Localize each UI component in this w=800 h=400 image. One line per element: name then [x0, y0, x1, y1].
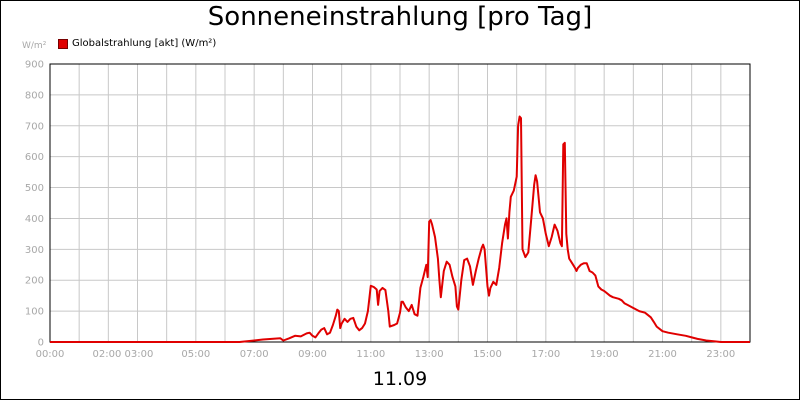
y-tick-label: 700	[25, 121, 44, 132]
x-tick-label: 05:00	[181, 349, 210, 360]
y-tick-label: 300	[25, 245, 44, 256]
date-label: 11.09	[372, 368, 428, 390]
series-line	[50, 115, 750, 343]
legend-label: Globalstrahlung [akt] (W/m²)	[72, 38, 217, 49]
x-tick-label: 00:00	[36, 349, 65, 360]
y-tick-label: 500	[25, 183, 44, 194]
y-tick-label: 400	[25, 214, 44, 225]
y-tick-label: 0	[38, 338, 44, 349]
chart-title: Sonneneinstrahlung [pro Tag]	[207, 2, 593, 32]
x-tick-label: 23:00	[706, 349, 735, 360]
x-tick-label: 19:00	[590, 349, 619, 360]
y-tick-label: 600	[25, 152, 44, 163]
x-tick-label: 02:00 03:00	[93, 349, 154, 360]
y-axis-unit-label: W/m²	[22, 41, 47, 51]
plot-border	[49, 63, 751, 343]
x-tick-label: 21:00	[648, 349, 677, 360]
x-tick-label: 15:00	[473, 349, 502, 360]
x-tick-label: 11:00	[356, 349, 385, 360]
y-tick-label: 100	[25, 307, 44, 318]
legend-swatch	[58, 38, 68, 49]
x-tick-label: 09:00	[298, 349, 327, 360]
legend: Globalstrahlung [akt] (W/m²)	[58, 38, 216, 49]
x-tick-label: 07:00	[240, 349, 269, 360]
x-tick-label: 13:00	[415, 349, 444, 360]
y-tick-label: 900	[25, 60, 44, 71]
x-tick-label: 17:00	[531, 349, 560, 360]
y-tick-label: 200	[25, 276, 44, 287]
y-tick-label: 800	[25, 90, 44, 101]
